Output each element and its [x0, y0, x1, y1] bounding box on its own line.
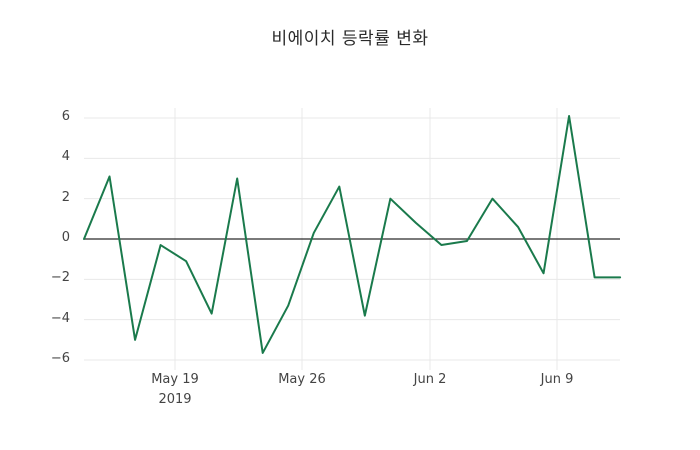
y-axis-tick-label: 2 — [61, 189, 70, 205]
y-axis-tick-label: 4 — [61, 149, 70, 165]
y-axis-tick-label: 0 — [61, 230, 70, 245]
x-axis-tick-label: Jun 2 — [413, 372, 447, 387]
x-axis-tick-label: May 19 — [151, 372, 199, 387]
y-axis-tick-label: −2 — [50, 270, 70, 286]
x-axis-tick-label: Jun 9 — [540, 372, 574, 387]
x-axis-tick-sublabel: 2019 — [158, 392, 192, 407]
series-line-등락률 — [83, 114, 622, 354]
y-axis-tick-label: −6 — [50, 351, 70, 366]
y-axis-tick-label: 6 — [61, 109, 70, 124]
y-axis-tick-label: −4 — [50, 310, 70, 326]
x-axis-tick-label: May 26 — [278, 372, 326, 387]
data-line — [83, 114, 622, 354]
chart-title: 비에이치 등락률 변화 — [271, 29, 429, 49]
